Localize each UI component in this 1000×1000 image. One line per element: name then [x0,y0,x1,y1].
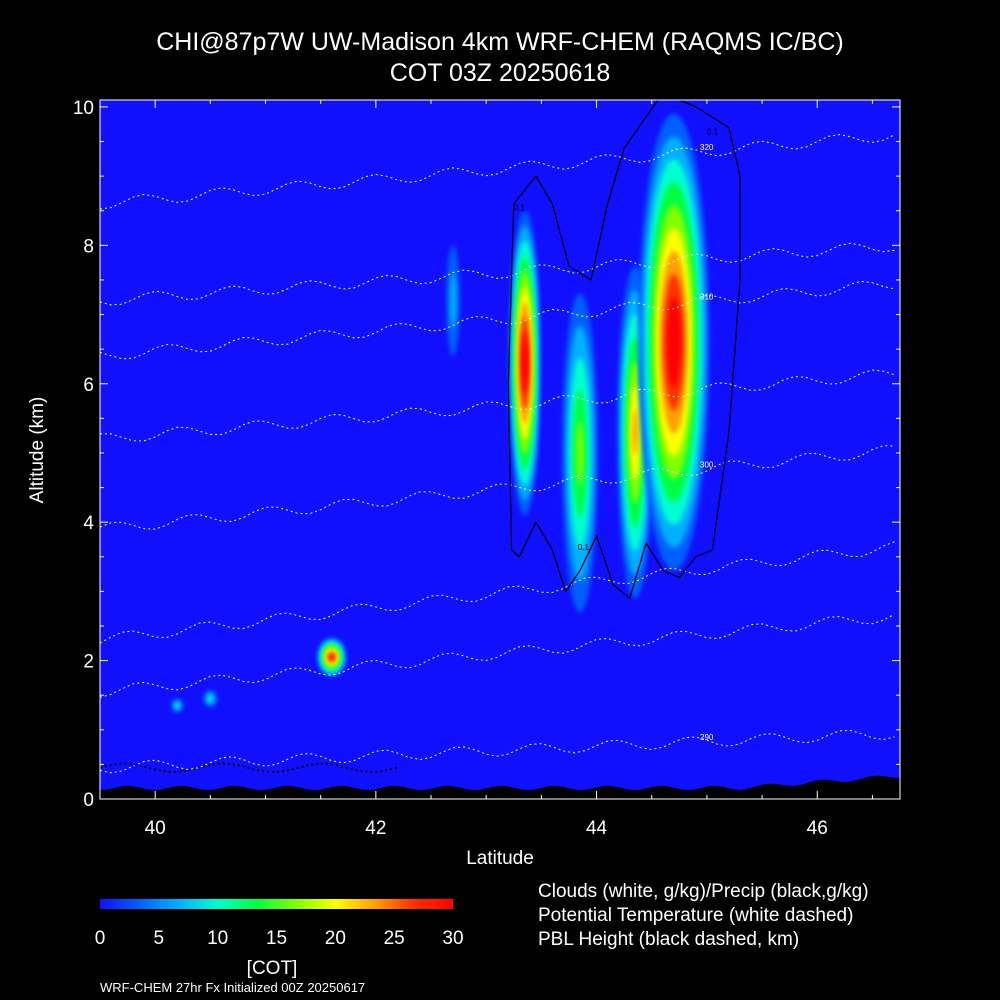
x-tick-label: 42 [365,818,386,839]
y-axis-label: Altitude (km) [27,396,48,504]
x-tick-label: 44 [586,818,608,839]
cloud-region-3-band-9 [670,319,678,366]
theta-contour-0 [100,729,895,774]
colorbar-tick-label: 25 [383,928,405,949]
legend-line-theta: Potential Temperature (white dashed) [538,905,854,926]
y-tick-label: 0 [83,790,94,811]
legend-line-clouds: Clouds (white, g/kg)/Precip (black,g/kg) [538,881,869,902]
theta-contours: 290 300 310 320 [100,133,895,774]
chart-title: CHI@87p7W UW-Madison 4km WRF-CHEM (RAQMS… [156,28,844,56]
theta-contour-7 [100,133,895,210]
colorbar [100,899,453,909]
cloud-region-2-band-6 [632,408,638,456]
x-tick-label: 40 [145,818,166,839]
colorbar-tick-label: 15 [265,928,288,949]
x-tick-label: 46 [807,818,828,839]
theta-contour-4 [100,369,895,442]
theta-contour-5 [100,280,895,360]
cloud-outline: 0.1 0.1 0.1 [507,100,741,600]
cloud-region-0-band-9 [522,347,527,379]
cloud-contour-label-0: 0.1 [514,204,526,213]
theta-contour-label-3: 300 [700,460,714,469]
y-tick-label: 2 [83,652,94,673]
theta-contour-6 [100,242,895,306]
plot-background [100,100,900,799]
colorbar-label: [COT] [246,958,298,979]
cloud-region-4-band-8 [329,654,334,660]
theta-contour-label-5: 310 [700,293,714,302]
y-tick-label: 6 [83,375,94,396]
terrain [100,775,900,799]
cloud-region-7-band-1 [449,273,457,329]
y-tick-label: 10 [73,98,94,119]
x-axis-label: Latitude [466,848,534,869]
cloud-region-1-band-4 [576,421,584,485]
colorbar-tick-label: 30 [442,928,464,949]
legend: Clouds (white, g/kg)/Precip (black,g/kg)… [538,880,869,952]
y-tick-label: 4 [83,513,94,534]
cloud-region-5-band-2 [175,703,180,708]
theta-contour-label-0: 290 [700,733,714,742]
colorbar-tick-label: 20 [324,928,346,949]
cloud-contour-label-1: 0.1 [578,543,590,552]
cloud-field [171,113,710,713]
theta-contour-1 [100,613,895,698]
colorbar-tick-label: 5 [153,928,165,949]
cloud-contour-label-2: 0.1 [707,128,719,137]
footer-note: WRF-CHEM 27hr Fx Initialized 00Z 2025061… [100,980,366,995]
colorbar-tick-label: 10 [207,928,229,949]
y-tick-label: 8 [83,236,94,257]
cloud-contour-0.1 [507,100,741,600]
chart-subtitle: COT 03Z 20250618 [389,59,611,87]
cloud-region-6-band-2 [208,695,213,702]
plot-frame [99,99,901,800]
legend-line-pbl: PBL Height (black dashed, km) [538,929,800,950]
pbl-height-line [100,762,399,774]
colorbar-tick-label: 0 [94,928,106,949]
theta-contour-label-7: 320 [700,143,714,152]
